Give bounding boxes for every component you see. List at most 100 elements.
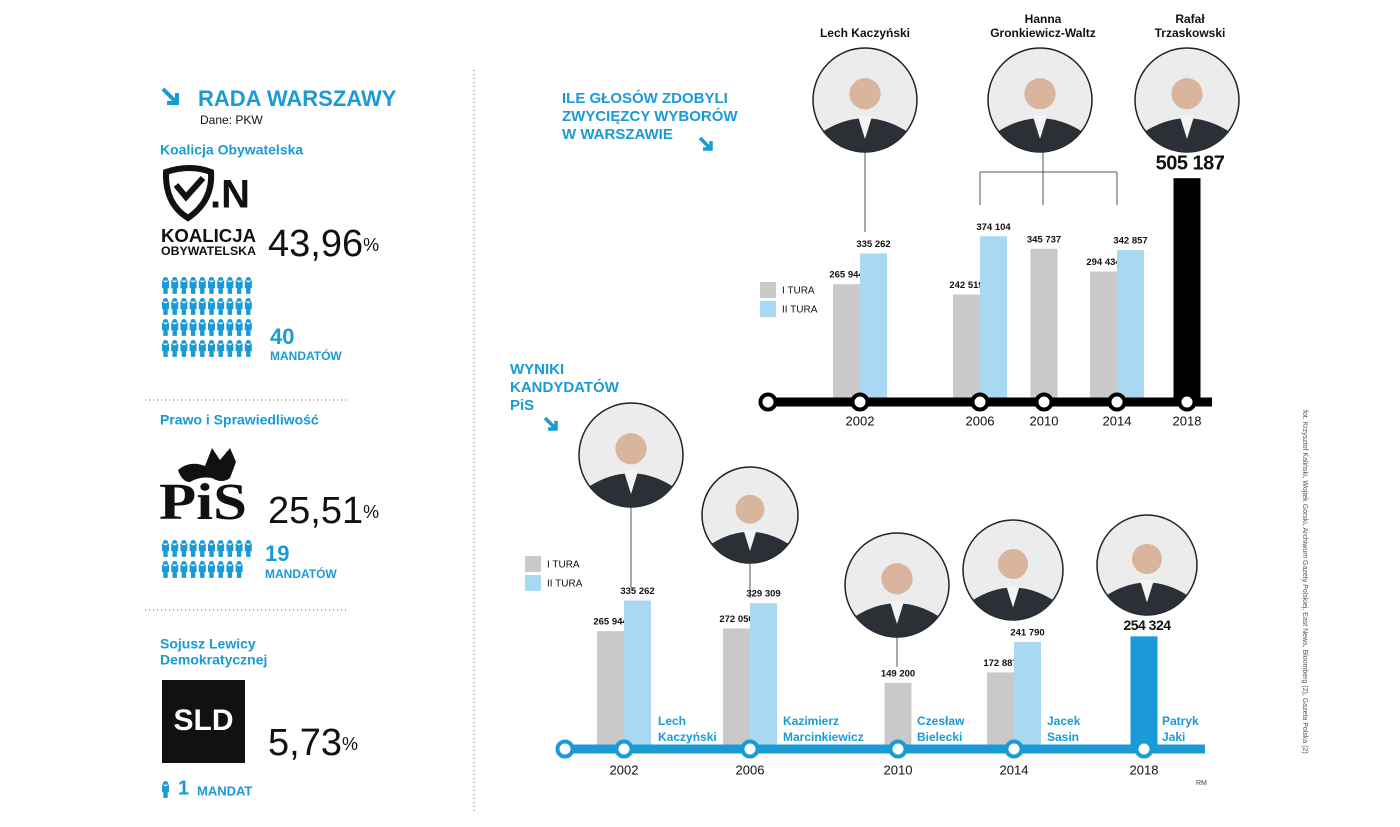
- candidate-name: Czesław: [917, 714, 965, 728]
- candidate-name: Lech: [658, 714, 686, 728]
- logo-text: KOALICJA: [161, 226, 256, 246]
- bar: [1173, 178, 1201, 402]
- x-tick-label: 2010: [884, 762, 913, 777]
- photo-head: [615, 433, 647, 465]
- photo-head: [881, 563, 913, 595]
- bar: [1014, 641, 1041, 749]
- timeline-node: [740, 739, 760, 759]
- bar: [1030, 248, 1058, 402]
- seat-icon: [162, 781, 169, 798]
- left-title: RADA WARSZAWY: [198, 86, 397, 111]
- x-tick-label: 2006: [966, 413, 995, 428]
- chart-title: KANDYDATÓW: [510, 378, 620, 396]
- seats: 1: [178, 777, 189, 799]
- photo-head: [849, 78, 881, 110]
- seat-icon: [162, 540, 169, 557]
- legend-swatch: [760, 282, 776, 298]
- vote-share-unit: %: [363, 502, 379, 522]
- signature: RM: [1196, 780, 1207, 787]
- candidate-name: Jaki: [1162, 730, 1185, 744]
- bar: [750, 603, 777, 749]
- seat-icon: [244, 319, 252, 336]
- logo-text: PiS: [159, 474, 247, 531]
- seat-icon: [217, 561, 225, 578]
- legend-swatch: [525, 575, 541, 591]
- seat-icon: [162, 277, 169, 294]
- seat-icon: [217, 298, 225, 315]
- seat-icon: [244, 298, 252, 315]
- photo-shirt: [1140, 580, 1154, 603]
- chart-title: PiS: [510, 397, 534, 414]
- seat-icon: [171, 298, 179, 315]
- seat-icon: [198, 540, 206, 557]
- photo-shirt: [743, 529, 757, 551]
- seat-icon: [244, 540, 252, 557]
- candidate-name: Kazimierz: [783, 714, 839, 728]
- value-label: 265 944: [593, 617, 628, 628]
- seat-icon: [198, 298, 206, 315]
- seat-icon: [189, 340, 197, 357]
- logo-shape: [173, 175, 206, 202]
- legend-label: I TURA: [547, 560, 580, 571]
- value-label: 374 104: [976, 222, 1011, 233]
- photo-shirt: [1006, 585, 1020, 608]
- vote-share-value: 5,73: [268, 722, 342, 764]
- timeline-node: [1107, 392, 1127, 412]
- seat-icon: [171, 561, 179, 578]
- seat-icon: [208, 277, 215, 294]
- seat-icon: [162, 340, 169, 357]
- bar: [1090, 271, 1117, 402]
- vote-share-value: 43,96: [268, 223, 363, 265]
- seats: 40: [270, 324, 294, 349]
- seat-icon: [235, 277, 243, 294]
- photo-head: [1171, 78, 1203, 110]
- x-tick-label: 2002: [610, 762, 639, 777]
- logo-shape: [162, 165, 215, 222]
- photo-head: [1132, 544, 1162, 574]
- timeline-node: [850, 392, 870, 412]
- value-label: 241 790: [1010, 627, 1044, 638]
- connectors: [630, 152, 1118, 667]
- bar: [953, 294, 980, 402]
- seat-icon: [180, 340, 188, 357]
- seats-label: MANDATÓW: [270, 348, 342, 363]
- seat-icon: [180, 561, 188, 578]
- candidate-name: Patryk: [1162, 714, 1199, 728]
- seat-icon: [180, 540, 188, 557]
- seat-icon: [189, 319, 197, 336]
- seat-icon: [171, 340, 179, 357]
- bar: [884, 682, 912, 749]
- seat-icon: [189, 298, 197, 315]
- legend-swatch: [525, 556, 541, 572]
- value-label: 505 187: [1156, 152, 1225, 174]
- bar: [987, 672, 1014, 749]
- candidate-name: Hanna: [1025, 12, 1062, 26]
- value-label: 242 519: [949, 280, 983, 291]
- photo-shirt: [623, 470, 639, 494]
- bar: [833, 284, 860, 402]
- seats-label: MANDAT: [197, 783, 252, 798]
- party-name: Koalicja Obywatelska: [160, 142, 303, 158]
- vote-share-unit: %: [363, 235, 379, 255]
- seat-icon: [208, 340, 215, 357]
- photo-head: [998, 549, 1028, 579]
- source: Dane: PKW: [200, 113, 263, 127]
- x-tick-label: 2010: [1030, 413, 1059, 428]
- candidate-name: Trzaskowski: [1155, 26, 1226, 40]
- photo-shirt: [1032, 115, 1048, 139]
- value-label: 272 050: [719, 614, 753, 625]
- chart-title: ILE GŁOSÓW ZDOBYLI: [562, 89, 728, 107]
- seat-icon: [226, 298, 234, 315]
- candidate-name: Bielecki: [917, 730, 962, 744]
- photo-head: [735, 494, 765, 524]
- candidate-name: Kaczyński: [658, 730, 717, 744]
- seat-icon: [235, 561, 243, 578]
- seat-icon: [217, 540, 225, 557]
- timeline-node: [888, 739, 908, 759]
- seat-icon: [162, 298, 169, 315]
- candidate-name: Sasin: [1047, 730, 1079, 744]
- vote-share-unit: %: [342, 734, 358, 754]
- seat-icon: [208, 540, 215, 557]
- seat-icon: [189, 277, 197, 294]
